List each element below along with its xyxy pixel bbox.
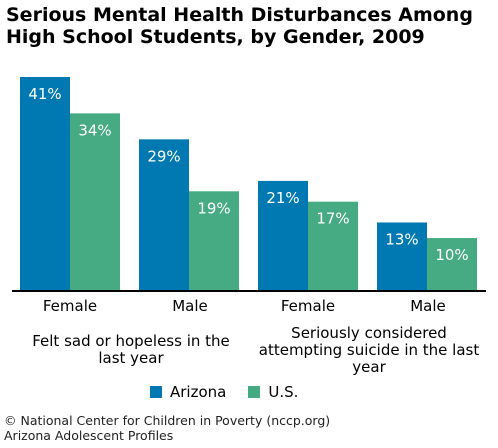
category-label-0: Female — [42, 297, 98, 315]
footer-copyright: © National Center for Children in Povert… — [4, 413, 331, 428]
footer: © National Center for Children in Povert… — [4, 413, 330, 443]
bar-arizona-2 — [258, 180, 308, 290]
data-label-arizona-3: 13% — [385, 230, 418, 248]
data-label-us-2: 17% — [316, 210, 349, 228]
data-label-arizona-1: 29% — [147, 147, 180, 165]
category-label-1: Male — [172, 297, 208, 315]
data-label-arizona-2: 21% — [266, 189, 299, 207]
data-label-arizona-0: 41% — [28, 85, 61, 103]
group-label-0: Felt sad or hopeless in the last year — [32, 332, 230, 367]
legend-item-us: U.S. — [248, 383, 298, 401]
legend-swatch-arizona — [150, 386, 162, 398]
bar-us-1 — [189, 191, 239, 290]
bar-us-2 — [308, 201, 358, 290]
legend-label-arizona: Arizona — [170, 383, 227, 401]
legend-swatch-us — [248, 386, 261, 398]
legend-label-us: U.S. — [268, 383, 299, 401]
footer-source: Arizona Adolescent Profiles — [4, 428, 174, 443]
data-label-us-1: 19% — [197, 199, 230, 217]
bar-us-3 — [427, 238, 477, 290]
data-label-us-3: 10% — [435, 246, 468, 264]
category-label-3: Male — [410, 297, 446, 315]
category-label-2: Female — [280, 297, 336, 315]
legend-item-arizona: Arizona — [150, 383, 226, 401]
bar-arizona-3 — [377, 222, 427, 290]
chart-title: Serious Mental Health Disturbances Among… — [6, 4, 473, 48]
legend: Arizona U.S. — [150, 383, 320, 401]
group-label-1: Seriously considered attempting suicide … — [258, 324, 480, 376]
bar-arizona-0 — [20, 77, 70, 290]
data-label-us-0: 34% — [78, 121, 111, 139]
bar-arizona-1 — [139, 139, 189, 290]
bar-us-0 — [70, 113, 120, 291]
